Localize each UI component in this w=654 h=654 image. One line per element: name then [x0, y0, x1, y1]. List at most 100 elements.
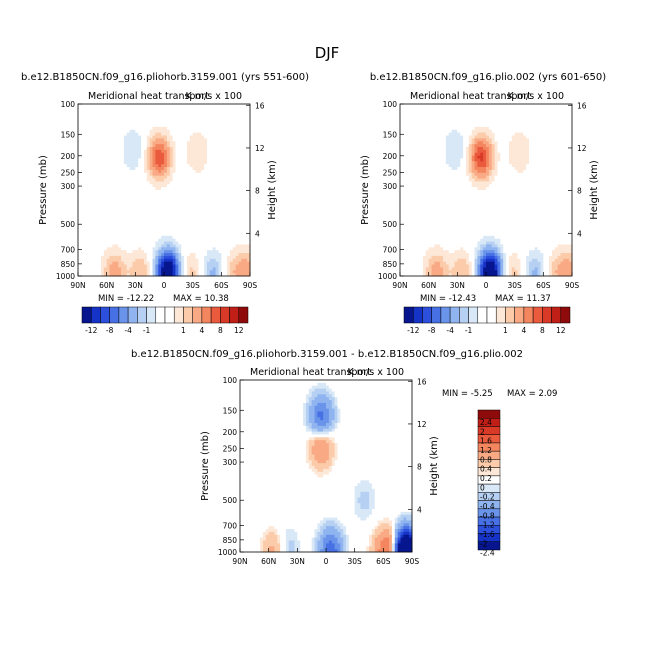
- heatmap-cell: [121, 221, 125, 225]
- heatmap-cell: [181, 109, 185, 113]
- heatmap-cell: [112, 224, 116, 228]
- heatmap-cell: [218, 104, 222, 108]
- heatmap-cell: [209, 181, 214, 185]
- heatmap-cell: [400, 144, 404, 148]
- heatmap-cell: [209, 215, 214, 220]
- heatmap-cell: [221, 238, 225, 242]
- heatmap-cell: [78, 221, 82, 225]
- heatmap-cell: [95, 253, 99, 257]
- heatmap-cell: [235, 126, 239, 131]
- heatmap-cell: [89, 264, 93, 268]
- heatmap-cell: [118, 241, 122, 245]
- heatmap-cell: [514, 144, 518, 148]
- heatmap-cell: [146, 215, 151, 220]
- heatmap-cell: [241, 121, 245, 125]
- heatmap-cell: [526, 149, 530, 154]
- heatmap-cell: [215, 253, 219, 257]
- heatmap-cell: [198, 253, 202, 257]
- heatmap-cell: [195, 178, 199, 182]
- heatmap-cell: [554, 144, 559, 148]
- heatmap-cell: [224, 158, 228, 162]
- heatmap-cell: [164, 144, 168, 148]
- heatmap-cell: [400, 147, 404, 151]
- heatmap-cell: [121, 135, 125, 139]
- heatmap-cell: [141, 267, 145, 271]
- heatmap-cell: [451, 129, 455, 134]
- heatmap-cell: [135, 190, 139, 194]
- heatmap-cell: [186, 149, 191, 154]
- heatmap-cell: [477, 164, 481, 168]
- heatmap-cell: [448, 152, 452, 156]
- heatmap-cell: [181, 187, 185, 191]
- heatmap-cell: [132, 273, 136, 277]
- heatmap-cell: [480, 152, 484, 156]
- heatmap-cell: [80, 230, 85, 234]
- heatmap-cell: [121, 106, 125, 111]
- heatmap-cell: [146, 255, 151, 260]
- heatmap-cell: [118, 132, 122, 136]
- heatmap-cell: [184, 210, 188, 214]
- heatmap-cell: [523, 164, 527, 168]
- heatmap-cell: [551, 152, 556, 156]
- heatmap-cell: [244, 198, 248, 202]
- heatmap-cell: [132, 149, 136, 154]
- heatmap-cell: [494, 149, 498, 154]
- heatmap-cell: [506, 126, 510, 131]
- heatmap-cell: [169, 112, 173, 116]
- heatmap-cell: [229, 106, 234, 111]
- heatmap-cell: [557, 121, 561, 125]
- heatmap-cell: [483, 144, 487, 148]
- heatmap-cell: [232, 244, 237, 248]
- heatmap-cell: [166, 144, 171, 148]
- heatmap-cell: [531, 164, 536, 168]
- heatmap-cell: [121, 224, 125, 228]
- heatmap-cell: [238, 227, 242, 231]
- heatmap-cell: [98, 215, 102, 220]
- colorbar-label: -1: [143, 326, 151, 335]
- heatmap-cell: [149, 175, 153, 179]
- heatmap-cell: [204, 238, 208, 242]
- heatmap-cell: [80, 169, 85, 174]
- heatmap-cell: [511, 161, 516, 165]
- heatmap-cell: [178, 190, 182, 194]
- heatmap-cell: [109, 241, 113, 245]
- heatmap-cell: [551, 147, 556, 151]
- heatmap-cell: [161, 212, 165, 217]
- heatmap-cell: [434, 141, 438, 145]
- heatmap-cell: [457, 132, 461, 136]
- heatmap-cell: [218, 181, 222, 185]
- heatmap-cell: [98, 141, 102, 145]
- heatmap-cell: [158, 267, 162, 271]
- heatmap-cell: [477, 132, 481, 136]
- heatmap-cell: [215, 124, 219, 128]
- heatmap-cell: [198, 267, 202, 271]
- heatmap-cell: [480, 161, 484, 165]
- heatmap-cell: [422, 112, 427, 116]
- heatmap-cell: [434, 135, 438, 139]
- heatmap-cell: [172, 187, 176, 191]
- x-tick-label: 60S: [214, 281, 229, 290]
- heatmap-cell: [238, 258, 242, 263]
- heatmap-cell: [198, 115, 202, 119]
- heatmap-cell: [169, 109, 173, 113]
- heatmap-cell: [161, 152, 165, 156]
- heatmap-cell: [146, 227, 151, 231]
- heatmap-cell: [198, 109, 202, 113]
- heatmap-cell: [86, 258, 90, 263]
- heatmap-cell: [212, 201, 216, 205]
- heatmap-cell: [192, 109, 196, 113]
- heatmap-cell: [215, 238, 219, 242]
- heatmap-cell: [460, 121, 464, 125]
- heatmap-cell: [411, 121, 415, 125]
- heatmap-cell: [526, 106, 530, 111]
- heatmap-cell: [186, 181, 191, 185]
- heatmap-cell: [537, 138, 541, 142]
- heatmap-cell: [224, 187, 228, 191]
- heatmap-cell: [80, 190, 85, 194]
- heatmap-cell: [540, 121, 544, 125]
- heatmap-cell: [138, 258, 142, 263]
- heatmap-cell: [534, 164, 538, 168]
- heatmap-cell: [560, 112, 564, 116]
- heatmap-cell: [486, 132, 490, 136]
- heatmap-cell: [121, 141, 125, 145]
